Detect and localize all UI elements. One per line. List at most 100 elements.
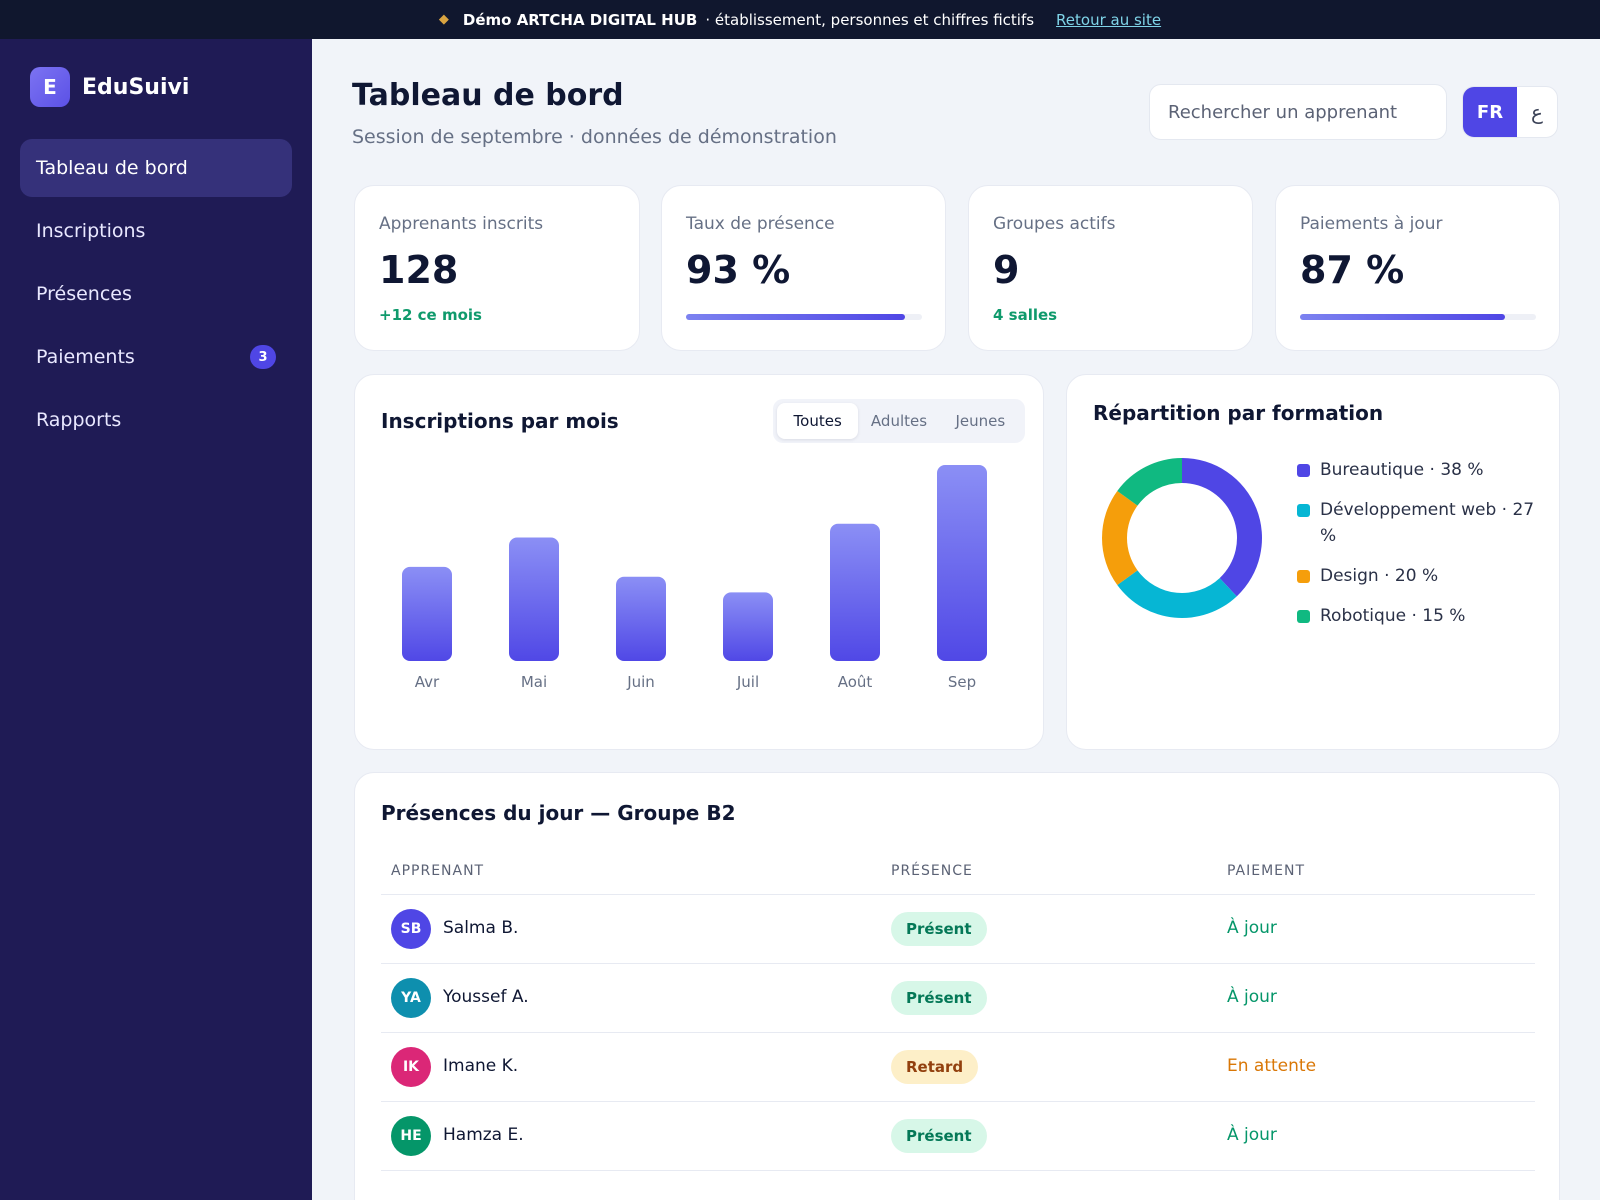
legend-label: Design · 20 % bbox=[1320, 566, 1439, 586]
chart-title: Inscriptions par mois bbox=[381, 409, 619, 433]
sidebar-item-label: Tableau de bord bbox=[36, 157, 188, 179]
page-subtitle: Session de septembre · données de démons… bbox=[352, 126, 837, 148]
legend-item-bureautique: Bureautique · 38 % bbox=[1297, 457, 1537, 483]
stat-label: Taux de présence bbox=[686, 214, 835, 234]
chart-legend: Bureautique · 38 % Développement web · 2… bbox=[1297, 457, 1537, 643]
progress-fill bbox=[686, 314, 906, 320]
presence-badge: Retard bbox=[891, 1050, 979, 1084]
learner-name: Salma B. bbox=[443, 918, 519, 938]
bar-août[interactable] bbox=[830, 523, 880, 661]
bar-chart-card: Inscriptions par mois Toutes Adultes Jeu… bbox=[354, 374, 1044, 750]
learner-name: Hamza E. bbox=[443, 1125, 524, 1145]
bar-mai[interactable] bbox=[509, 537, 559, 661]
segmented-filter: Toutes Adultes Jeunes bbox=[773, 399, 1025, 443]
sidebar-item-dashboard[interactable]: Tableau de bord bbox=[20, 139, 292, 197]
filter-jeunes[interactable]: Jeunes bbox=[955, 412, 1006, 430]
stat-note: +12 ce mois bbox=[379, 306, 482, 324]
x-tick-label: Avr bbox=[415, 673, 440, 691]
x-tick-label: Juin bbox=[626, 673, 655, 691]
x-tick-label: Mai bbox=[521, 673, 547, 691]
stat-label: Apprenants inscrits bbox=[379, 214, 544, 234]
donut-slice-développement-web[interactable] bbox=[1117, 570, 1237, 618]
avatar: YA bbox=[391, 978, 431, 1018]
page-title: Tableau de bord bbox=[352, 78, 624, 113]
back-to-site-link[interactable]: Retour au site bbox=[1056, 10, 1162, 29]
sidebar-item-label: Paiements bbox=[36, 346, 135, 368]
stat-value: 128 bbox=[379, 248, 459, 292]
column-header-paiement[interactable]: PAIEMENT bbox=[1227, 863, 1306, 879]
donut-chart-card: Répartition par formation Bureautique · … bbox=[1066, 374, 1560, 750]
brand-logo: E bbox=[30, 67, 70, 107]
presence-badge: Présent bbox=[891, 912, 987, 946]
search-input[interactable] bbox=[1149, 84, 1447, 140]
sidebar-item-inscriptions[interactable]: Inscriptions bbox=[20, 202, 292, 260]
bar-juin[interactable] bbox=[616, 576, 666, 661]
sidebar-nav: Tableau de bord Inscriptions Présences P… bbox=[20, 139, 292, 454]
x-tick-label: Août bbox=[838, 673, 873, 691]
x-tick-label: Sep bbox=[948, 673, 976, 691]
brand-name: EduSuivi bbox=[82, 74, 190, 100]
legend-swatch bbox=[1297, 504, 1310, 517]
payment-status: En attente bbox=[1227, 1056, 1317, 1076]
legend-swatch bbox=[1297, 610, 1310, 623]
column-header-apprenant[interactable]: APPRENANT bbox=[391, 863, 485, 879]
payment-status: À jour bbox=[1227, 987, 1277, 1007]
bar-avr[interactable] bbox=[402, 566, 452, 661]
legend-label: Développement web · 27 % bbox=[1320, 500, 1535, 546]
stat-note: 4 salles bbox=[993, 306, 1058, 324]
filter-adultes[interactable]: Adultes bbox=[870, 412, 928, 430]
diamond-icon: ◆ bbox=[438, 12, 449, 27]
progress-fill bbox=[1300, 314, 1506, 320]
learner-name: Youssef A. bbox=[443, 987, 529, 1007]
language-switcher: FR ع bbox=[1462, 86, 1558, 138]
table-row[interactable]: IK Imane K. Retard En attente bbox=[381, 1033, 1535, 1102]
bar-sep[interactable] bbox=[937, 465, 987, 661]
table-title: Présences du jour — Groupe B2 bbox=[381, 801, 736, 825]
avatar: HE bbox=[391, 1116, 431, 1156]
legend-label: Bureautique · 38 % bbox=[1320, 460, 1484, 480]
attendance-card: Présences du jour — Groupe B2 APPRENANT … bbox=[354, 772, 1560, 1200]
legend-swatch bbox=[1297, 570, 1310, 583]
stat-card-presence: Taux de présence 93 % bbox=[661, 185, 946, 351]
column-header-presence[interactable]: PRÉSENCE bbox=[891, 863, 973, 879]
presence-badge: Présent bbox=[891, 981, 987, 1015]
payment-status: À jour bbox=[1227, 1125, 1277, 1145]
learner-name: Imane K. bbox=[443, 1056, 519, 1076]
sidebar-item-presences[interactable]: Présences bbox=[20, 265, 292, 323]
demo-banner: ◆ Démo ARTCHA DIGITAL HUB · établissemen… bbox=[0, 0, 1600, 39]
stat-card-paiements: Paiements à jour 87 % bbox=[1275, 185, 1560, 351]
table-row[interactable]: SB Salma B. Présent À jour bbox=[381, 895, 1535, 964]
sidebar-item-paiements[interactable]: Paiements 3 bbox=[20, 328, 292, 386]
payment-status: À jour bbox=[1227, 918, 1277, 938]
lang-fr-button[interactable]: FR bbox=[1463, 87, 1517, 137]
donut-slice-bureautique[interactable] bbox=[1182, 458, 1262, 597]
sidebar-item-label: Rapports bbox=[36, 409, 122, 431]
bar-chart: Avr Mai Juin Juil Août Sep bbox=[402, 465, 987, 691]
table-row[interactable]: HE Hamza E. Présent À jour bbox=[381, 1102, 1535, 1171]
legend-item-web: Développement web · 27 % bbox=[1297, 497, 1537, 549]
avatar: IK bbox=[391, 1047, 431, 1087]
donut-slice-robotique[interactable] bbox=[1117, 458, 1182, 506]
banner-text: · établissement, personnes et chiffres f… bbox=[705, 10, 1035, 29]
sidebar-item-rapports[interactable]: Rapports bbox=[20, 391, 292, 449]
stat-label: Groupes actifs bbox=[993, 214, 1116, 234]
brand[interactable]: E EduSuivi bbox=[30, 67, 189, 107]
presence-badge: Présent bbox=[891, 1119, 987, 1153]
stat-card-groupes: Groupes actifs 9 4 salles bbox=[968, 185, 1253, 351]
legend-item-robotique: Robotique · 15 % bbox=[1297, 603, 1537, 629]
stat-label: Paiements à jour bbox=[1300, 214, 1443, 234]
donut-chart bbox=[1102, 458, 1262, 618]
donut-slice-design[interactable] bbox=[1102, 490, 1138, 586]
filter-toutes[interactable]: Toutes bbox=[777, 403, 859, 439]
stat-value: 93 % bbox=[686, 248, 791, 292]
lang-ar-button[interactable]: ع bbox=[1531, 100, 1543, 124]
avatar: SB bbox=[391, 909, 431, 949]
sidebar: E EduSuivi Tableau de bord Inscriptions … bbox=[0, 39, 312, 1200]
table-row[interactable]: YA Youssef A. Présent À jour bbox=[381, 964, 1535, 1033]
sidebar-item-label: Présences bbox=[36, 283, 132, 305]
progress-bar bbox=[1300, 314, 1536, 320]
x-tick-label: Juil bbox=[736, 673, 759, 691]
stat-value: 9 bbox=[993, 248, 1020, 292]
bar-juil[interactable] bbox=[723, 592, 773, 661]
sidebar-item-label: Inscriptions bbox=[36, 220, 146, 242]
